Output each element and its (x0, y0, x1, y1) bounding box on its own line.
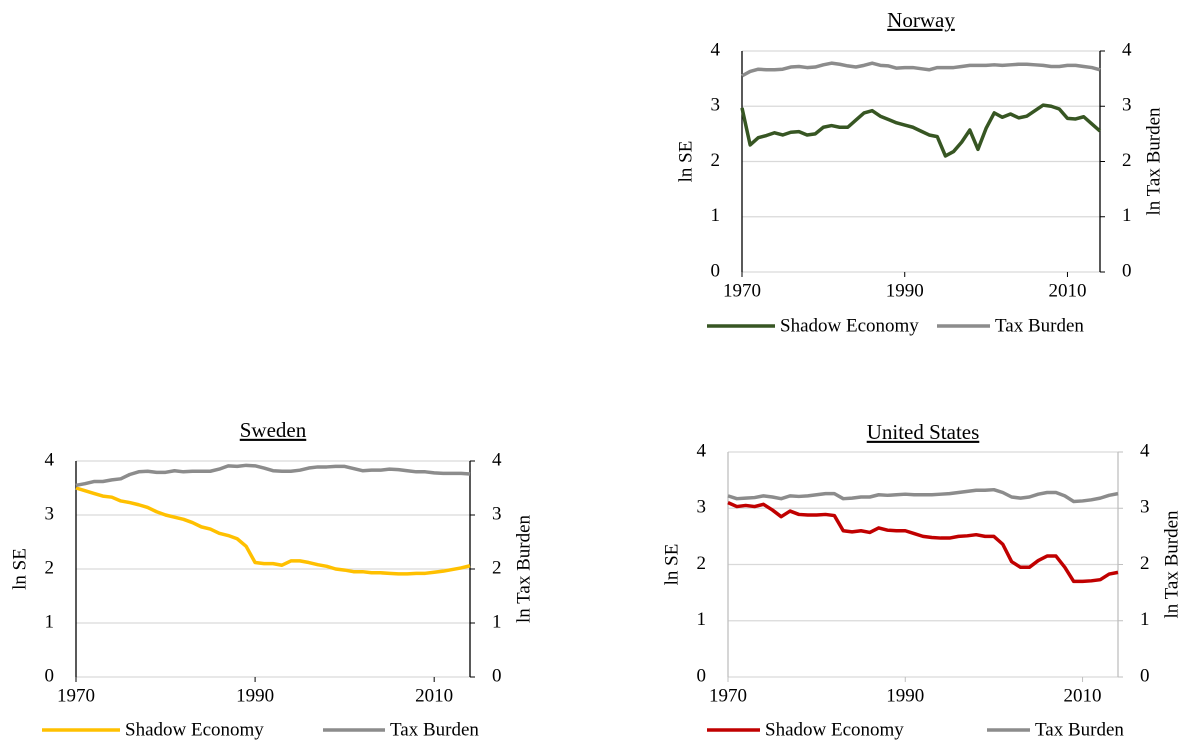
y-tick-label: 2 (45, 557, 55, 578)
legend-label: Shadow Economy (765, 719, 904, 740)
chart-title: Sweden (240, 418, 307, 442)
y2-tick-label: 1 (1140, 609, 1150, 630)
series-line (75, 463, 471, 488)
y-tick-label: 0 (697, 665, 707, 686)
y2-axis-label: ln Tax Burden (513, 514, 534, 623)
y2-tick-label: 3 (1122, 95, 1132, 116)
series-line (75, 486, 471, 576)
y-tick-label: 3 (711, 95, 721, 116)
y-tick-label: 2 (711, 150, 721, 171)
y-tick-label: 3 (45, 503, 55, 524)
series-line (727, 501, 1119, 584)
y-axis-label: ln SE (9, 548, 30, 590)
chart-title: Norway (887, 8, 955, 32)
x-tick-label: 1970 (57, 685, 95, 706)
y-axis-label: ln SE (675, 141, 696, 183)
y2-tick-label: 0 (492, 665, 502, 686)
chart-title: United States (867, 420, 980, 444)
legend-label: Tax Burden (995, 315, 1084, 336)
x-tick-label: 1970 (723, 280, 761, 301)
y-tick-label: 1 (45, 611, 55, 632)
x-tick-label: 1990 (886, 280, 924, 301)
y2-tick-label: 4 (1140, 440, 1150, 461)
y-tick-label: 4 (711, 39, 721, 60)
y-tick-label: 4 (697, 440, 707, 461)
y-tick-label: 1 (697, 609, 707, 630)
y-tick-label: 0 (711, 260, 721, 281)
x-tick-label: 2010 (1048, 280, 1086, 301)
y2-tick-label: 2 (1122, 150, 1132, 171)
y2-tick-label: 4 (1122, 39, 1132, 60)
y2-tick-label: 3 (492, 503, 502, 524)
x-tick-label: 1970 (709, 685, 747, 706)
x-tick-label: 2010 (1064, 685, 1102, 706)
y-tick-label: 4 (45, 449, 55, 470)
y2-tick-label: 1 (1122, 205, 1132, 226)
y2-tick-label: 1 (492, 611, 502, 632)
y-axis-label: ln SE (661, 544, 682, 586)
legend-label: Tax Burden (1035, 719, 1124, 740)
legend-label: Shadow Economy (780, 315, 919, 336)
series-line (741, 61, 1101, 78)
y2-tick-label: 2 (492, 557, 502, 578)
x-tick-label: 1990 (886, 685, 924, 706)
y2-axis-label: ln Tax Burden (1161, 510, 1182, 619)
y-tick-label: 2 (697, 553, 707, 574)
y2-axis-label: ln Tax Burden (1143, 107, 1164, 216)
y2-tick-label: 4 (492, 449, 502, 470)
y2-tick-label: 3 (1140, 497, 1150, 518)
y-tick-label: 0 (45, 665, 55, 686)
legend-label: Shadow Economy (125, 719, 264, 740)
y-tick-label: 1 (711, 205, 721, 226)
legend-label: Tax Burden (390, 719, 479, 740)
y2-tick-label: 0 (1122, 260, 1132, 281)
y2-tick-label: 2 (1140, 553, 1150, 574)
y2-tick-label: 0 (1140, 665, 1150, 686)
x-tick-label: 2010 (415, 685, 453, 706)
x-tick-label: 1990 (236, 685, 274, 706)
series-line (740, 103, 1102, 158)
y-tick-label: 3 (697, 497, 707, 518)
series-line (727, 487, 1119, 504)
